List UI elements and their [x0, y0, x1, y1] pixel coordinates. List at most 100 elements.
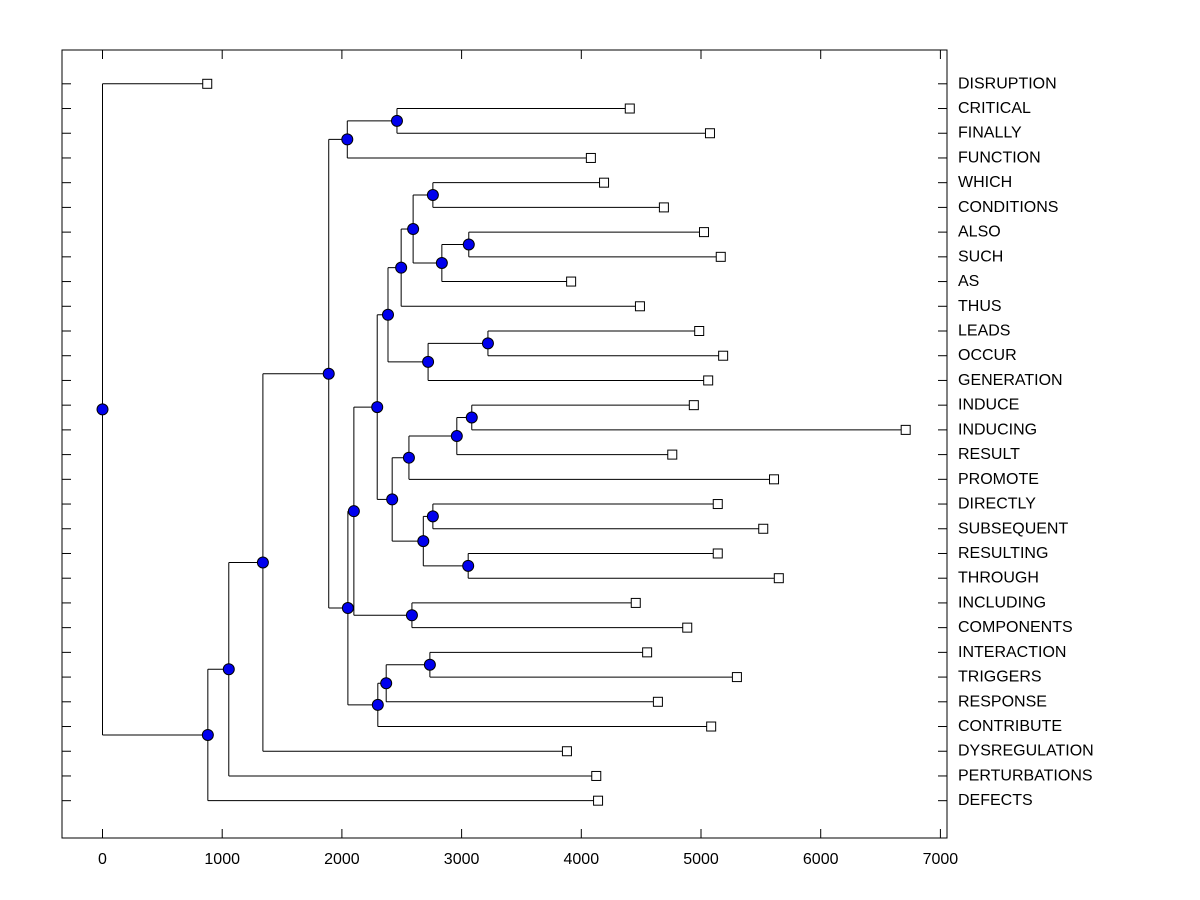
leaf-label: DISRUPTION — [958, 75, 1057, 92]
branch-node-marker — [426, 189, 439, 202]
leaf-node-marker — [634, 301, 645, 312]
branch-node-marker — [371, 698, 384, 711]
branch-node-marker — [422, 355, 435, 368]
branch-node-marker — [381, 308, 394, 321]
leaf-node-marker — [769, 474, 780, 485]
leaf-label: SUCH — [958, 248, 1003, 265]
leaf-node-marker — [599, 177, 610, 188]
x-axis-tick-label: 6000 — [803, 851, 839, 868]
leaf-node-marker — [706, 721, 717, 732]
leaf-label: DIRECTLY — [958, 496, 1036, 513]
branch-node-marker — [380, 677, 393, 690]
leaf-node-marker — [712, 499, 723, 510]
branch-node-marker — [390, 114, 403, 127]
leaf-node-marker — [900, 424, 911, 435]
branch-node-marker — [423, 658, 436, 671]
leaf-node-marker — [642, 647, 653, 658]
leaf-node-marker — [593, 795, 604, 806]
leaf-node-marker — [712, 548, 723, 559]
leaf-node-marker — [658, 202, 669, 213]
leaf-node-marker — [718, 350, 729, 361]
leaf-label: RESULT — [958, 446, 1020, 463]
leaf-node-marker — [566, 276, 577, 287]
leaf-node-marker — [591, 770, 602, 781]
plot-box — [61, 49, 948, 839]
leaf-label: INTERACTION — [958, 644, 1066, 661]
leaf-node-marker — [630, 597, 641, 608]
branch-node-marker — [341, 602, 354, 615]
branch-node-marker — [462, 238, 475, 251]
leaf-node-marker — [694, 326, 705, 336]
leaf-node-marker — [698, 227, 709, 238]
x-axis-tick-label: 5000 — [683, 851, 719, 868]
branch-node-marker — [407, 223, 420, 236]
leaf-label: ALSO — [958, 224, 1001, 241]
leaf-node-marker — [715, 251, 726, 262]
branch-node-marker — [222, 663, 235, 676]
leaf-label: TRIGGERS — [958, 669, 1042, 686]
branch-node-marker — [322, 367, 335, 380]
x-axis-tick-label: 1000 — [204, 851, 240, 868]
leaf-label: LEADS — [958, 323, 1010, 340]
leaf-label: INCLUDING — [958, 594, 1046, 611]
branch-node-marker — [417, 535, 430, 548]
leaf-label: GENERATION — [958, 372, 1063, 389]
branch-node-marker — [465, 411, 478, 424]
leaf-label: SUBSEQUENT — [958, 520, 1068, 537]
x-axis-tick-label: 0 — [98, 851, 107, 868]
leaf-label: THUS — [958, 298, 1002, 315]
branch-node-marker — [395, 261, 408, 274]
leaf-node-marker — [652, 696, 663, 707]
leaf-label: PERTURBATIONS — [958, 767, 1093, 784]
branch-node-marker — [96, 403, 109, 416]
leaf-node-marker — [202, 78, 213, 89]
leaf-label: FINALLY — [958, 125, 1022, 142]
branch-node-marker — [405, 609, 418, 622]
x-axis-tick-label: 3000 — [444, 851, 480, 868]
branch-node-marker — [371, 401, 384, 414]
leaf-label: AS — [958, 273, 979, 290]
leaf-label: INDUCING — [958, 421, 1037, 438]
leaf-node-marker — [667, 449, 678, 460]
leaf-node-marker — [704, 128, 715, 139]
branch-node-marker — [426, 510, 439, 523]
leaf-label: DEFECTS — [958, 792, 1033, 809]
leaf-label: FUNCTION — [958, 149, 1041, 166]
x-axis-tick-label: 4000 — [564, 851, 600, 868]
branch-node-marker — [481, 337, 494, 350]
leaf-label: CONTRIBUTE — [958, 718, 1062, 735]
branch-node-marker — [386, 493, 399, 506]
leaf-label: RESPONSE — [958, 693, 1047, 710]
leaf-label: WHICH — [958, 174, 1012, 191]
leaf-node-marker — [703, 375, 714, 386]
leaf-node-marker — [585, 152, 596, 163]
branch-node-marker — [341, 133, 354, 146]
leaf-node-marker — [688, 400, 699, 411]
leaf-node-marker — [561, 746, 572, 757]
branch-node-marker — [256, 556, 269, 569]
branch-node-marker — [462, 559, 475, 572]
leaf-node-marker — [731, 672, 742, 683]
leaf-node-marker — [773, 573, 784, 584]
branch-node-marker — [402, 451, 415, 464]
leaf-node-marker — [758, 523, 769, 534]
leaf-label: COMPONENTS — [958, 619, 1073, 636]
branch-node-marker — [450, 430, 463, 443]
leaf-label: DYSREGULATION — [958, 743, 1094, 760]
leaf-label: PROMOTE — [958, 471, 1039, 488]
leaf-label: CONDITIONS — [958, 199, 1058, 216]
leaf-label: RESULTING — [958, 545, 1048, 562]
branch-node-marker — [435, 257, 448, 270]
leaf-label: CRITICAL — [958, 100, 1031, 117]
leaf-label: INDUCE — [958, 397, 1019, 414]
branch-node-marker — [201, 728, 214, 741]
leaf-label: THROUGH — [958, 570, 1039, 587]
leaf-label: OCCUR — [958, 347, 1017, 364]
branch-node-marker — [347, 505, 360, 518]
x-axis-tick-label: 2000 — [324, 851, 360, 868]
x-axis-tick-label: 7000 — [923, 851, 959, 868]
leaf-node-marker — [682, 622, 693, 633]
leaf-node-marker — [624, 103, 635, 114]
